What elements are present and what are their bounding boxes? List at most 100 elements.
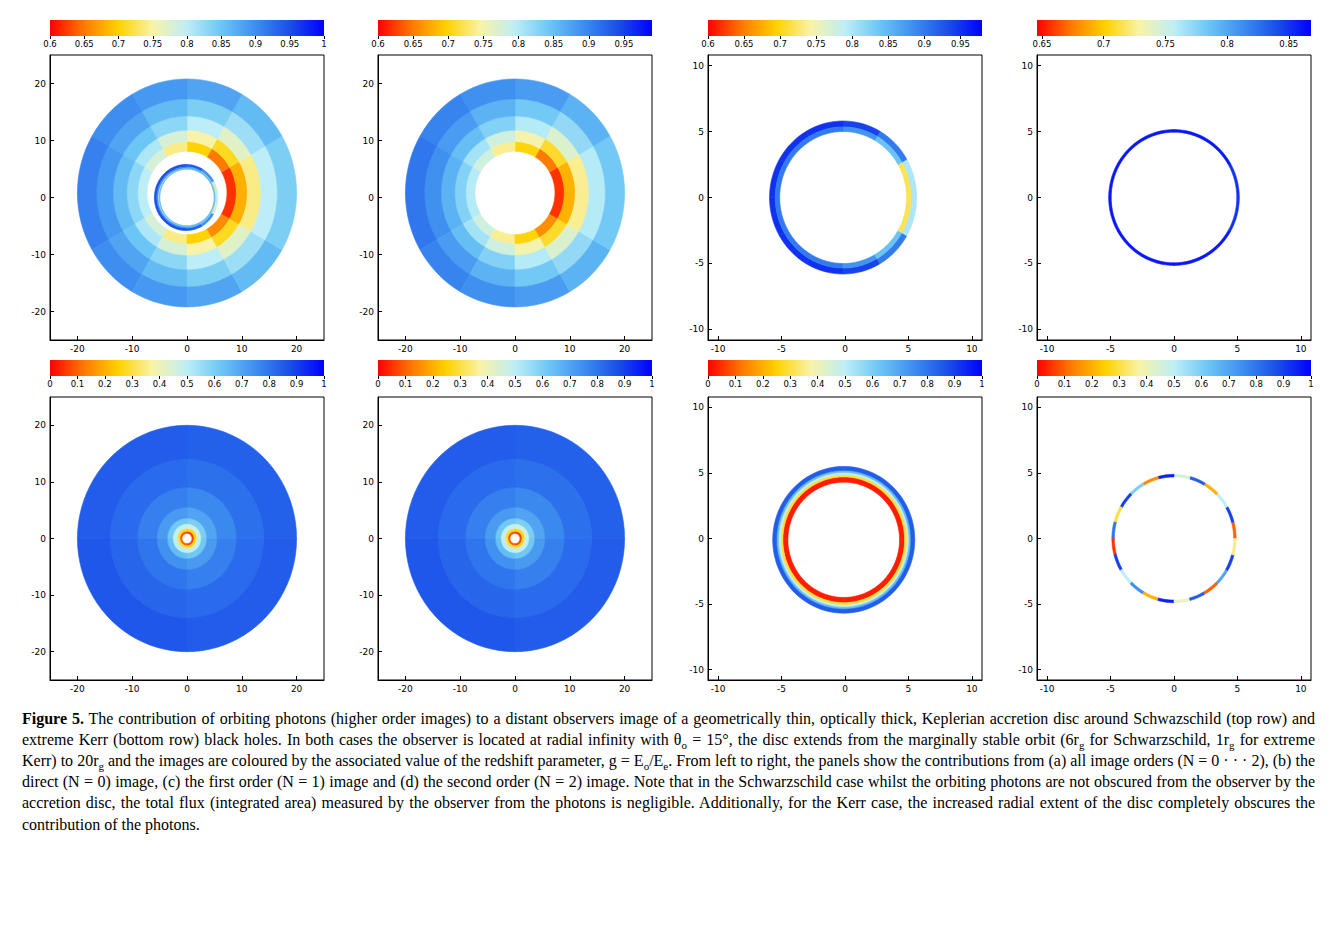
svg-text:-10: -10 <box>689 324 704 334</box>
svg-text:-5: -5 <box>1024 258 1033 268</box>
svg-text:0.8: 0.8 <box>180 39 194 49</box>
svg-text:0.5: 0.5 <box>838 379 852 389</box>
svg-text:0.5: 0.5 <box>508 379 522 389</box>
svg-text:0.3: 0.3 <box>783 379 797 389</box>
svg-text:5: 5 <box>906 344 912 354</box>
svg-text:-10: -10 <box>689 665 704 675</box>
svg-text:0.7: 0.7 <box>773 39 787 49</box>
svg-text:-20: -20 <box>398 684 413 694</box>
svg-text:0: 0 <box>842 684 848 694</box>
svg-text:-10: -10 <box>711 684 726 694</box>
svg-text:0.9: 0.9 <box>249 39 263 49</box>
svg-text:0: 0 <box>842 344 848 354</box>
svg-text:0.95: 0.95 <box>280 39 299 49</box>
svg-text:0.65: 0.65 <box>75 39 94 49</box>
svg-text:10: 10 <box>35 477 47 487</box>
svg-text:-10: -10 <box>1040 344 1055 354</box>
svg-text:0.9: 0.9 <box>918 39 932 49</box>
svg-text:0.9: 0.9 <box>1277 379 1291 389</box>
svg-text:-10: -10 <box>1040 684 1055 694</box>
svg-text:0.75: 0.75 <box>807 39 826 49</box>
svg-text:0.2: 0.2 <box>426 379 440 389</box>
svg-text:-10: -10 <box>359 250 374 260</box>
svg-text:0.7: 0.7 <box>235 379 249 389</box>
svg-text:-20: -20 <box>398 344 413 354</box>
svg-text:20: 20 <box>619 684 631 694</box>
svg-text:20: 20 <box>291 344 303 354</box>
svg-text:-20: -20 <box>31 307 46 317</box>
svg-text:0.95: 0.95 <box>951 39 970 49</box>
svg-text:10: 10 <box>1295 344 1307 354</box>
svg-text:0.4: 0.4 <box>481 379 495 389</box>
svg-text:0.95: 0.95 <box>614 39 633 49</box>
svg-text:5: 5 <box>1027 127 1033 137</box>
svg-text:0.4: 0.4 <box>811 379 825 389</box>
svg-text:0.6: 0.6 <box>866 379 880 389</box>
svg-text:0.2: 0.2 <box>1085 379 1099 389</box>
svg-text:10: 10 <box>1022 61 1034 71</box>
svg-text:10: 10 <box>236 344 248 354</box>
svg-text:0.9: 0.9 <box>290 379 304 389</box>
svg-text:0: 0 <box>512 344 518 354</box>
svg-text:-5: -5 <box>695 599 704 609</box>
svg-text:-10: -10 <box>453 344 468 354</box>
svg-text:-10: -10 <box>125 344 140 354</box>
svg-text:0: 0 <box>1034 379 1039 389</box>
svg-text:0.7: 0.7 <box>1222 379 1236 389</box>
svg-text:0: 0 <box>47 379 52 389</box>
svg-text:0.6: 0.6 <box>536 379 550 389</box>
svg-text:-5: -5 <box>777 344 786 354</box>
svg-text:20: 20 <box>363 79 375 89</box>
svg-text:0.6: 0.6 <box>701 39 715 49</box>
svg-text:10: 10 <box>1295 684 1307 694</box>
svg-text:-10: -10 <box>359 590 374 600</box>
svg-text:0.4: 0.4 <box>1140 379 1154 389</box>
svg-text:0: 0 <box>512 684 518 694</box>
svg-text:0.8: 0.8 <box>1249 379 1263 389</box>
svg-text:-5: -5 <box>695 258 704 268</box>
svg-text:0: 0 <box>1171 344 1177 354</box>
svg-text:0.7: 0.7 <box>112 39 126 49</box>
svg-text:-5: -5 <box>1106 344 1115 354</box>
svg-text:0.75: 0.75 <box>1156 39 1175 49</box>
svg-text:1: 1 <box>1308 379 1313 389</box>
svg-text:0.8: 0.8 <box>512 39 526 49</box>
svg-text:0.1: 0.1 <box>399 379 413 389</box>
svg-text:0: 0 <box>375 379 380 389</box>
svg-text:-20: -20 <box>359 307 374 317</box>
svg-text:0.6: 0.6 <box>1195 379 1209 389</box>
svg-text:0.8: 0.8 <box>590 379 604 389</box>
svg-text:0.65: 0.65 <box>404 39 423 49</box>
svg-text:0: 0 <box>40 193 46 203</box>
svg-text:0.8: 0.8 <box>1220 39 1234 49</box>
svg-text:0: 0 <box>368 193 374 203</box>
svg-text:0.9: 0.9 <box>582 39 596 49</box>
svg-text:0: 0 <box>40 534 46 544</box>
svg-text:10: 10 <box>363 136 375 146</box>
svg-text:5: 5 <box>698 468 704 478</box>
svg-text:0.9: 0.9 <box>948 379 962 389</box>
svg-text:-10: -10 <box>1018 324 1033 334</box>
svg-text:10: 10 <box>564 344 576 354</box>
svg-text:0.3: 0.3 <box>1112 379 1126 389</box>
svg-text:10: 10 <box>966 684 978 694</box>
svg-text:0.6: 0.6 <box>371 39 385 49</box>
svg-text:0.2: 0.2 <box>98 379 112 389</box>
svg-text:0.5: 0.5 <box>1167 379 1181 389</box>
svg-text:20: 20 <box>35 420 47 430</box>
svg-text:0: 0 <box>1027 534 1033 544</box>
svg-text:0: 0 <box>705 379 710 389</box>
svg-text:0.1: 0.1 <box>1058 379 1072 389</box>
svg-text:0.5: 0.5 <box>180 379 194 389</box>
svg-text:10: 10 <box>1022 402 1034 412</box>
svg-text:10: 10 <box>693 61 705 71</box>
svg-text:10: 10 <box>693 402 705 412</box>
svg-text:10: 10 <box>363 477 375 487</box>
svg-text:0.3: 0.3 <box>125 379 139 389</box>
svg-text:0.65: 0.65 <box>1032 39 1051 49</box>
svg-text:0.1: 0.1 <box>729 379 743 389</box>
svg-text:0.85: 0.85 <box>212 39 231 49</box>
svg-text:-5: -5 <box>1024 599 1033 609</box>
svg-text:10: 10 <box>564 684 576 694</box>
svg-text:0.8: 0.8 <box>262 379 276 389</box>
